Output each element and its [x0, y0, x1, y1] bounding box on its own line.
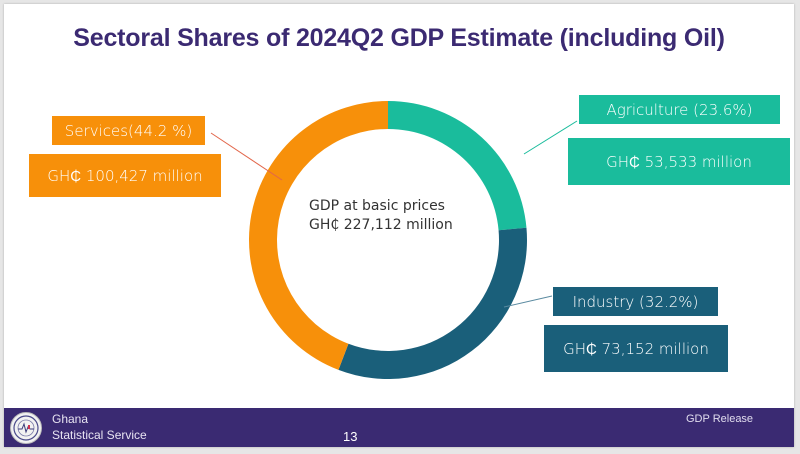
leader-line-services — [210, 132, 283, 181]
agriculture-value-label: GH₵ 53,533 million — [568, 138, 790, 185]
org-name-line2: Statistical Service — [52, 428, 147, 442]
leader-line-agriculture — [523, 120, 578, 155]
leader-line-industry — [503, 295, 553, 308]
slide: Sectoral Shares of 2024Q2 GDP Estimate (… — [4, 4, 794, 447]
donut-chart — [210, 101, 578, 380]
center-label-line1: GDP at basic prices — [309, 198, 445, 214]
release-label: GDP Release — [686, 413, 754, 425]
industry-value-label: GH₵ 73,152 million — [544, 325, 728, 372]
industry-share-label: Industry (32.2%) — [553, 287, 718, 316]
page-number: 13 — [343, 429, 358, 444]
donut-slice-agriculture — [388, 101, 527, 231]
agriculture-share-label: Agriculture (23.6%) — [579, 95, 780, 124]
donut-slice-industry — [338, 227, 527, 380]
slide-title: Sectoral Shares of 2024Q2 GDP Estimate (… — [73, 24, 725, 52]
center-label-line2: GH₵ 227,112 million — [309, 217, 453, 233]
services-share-label: Services(44.2 %) — [52, 116, 205, 145]
donut-center-label: GDP at basic prices GH₵ 227,112 million — [309, 197, 489, 235]
donut-slice-services — [248, 101, 388, 370]
gss-logo-icon — [10, 412, 42, 444]
services-value-label: GH₵ 100,427 million — [29, 154, 221, 197]
org-name-line1: Ghana — [52, 412, 89, 426]
footer-bar: Ghana Statistical Service 13 GDP Release — [4, 408, 794, 447]
